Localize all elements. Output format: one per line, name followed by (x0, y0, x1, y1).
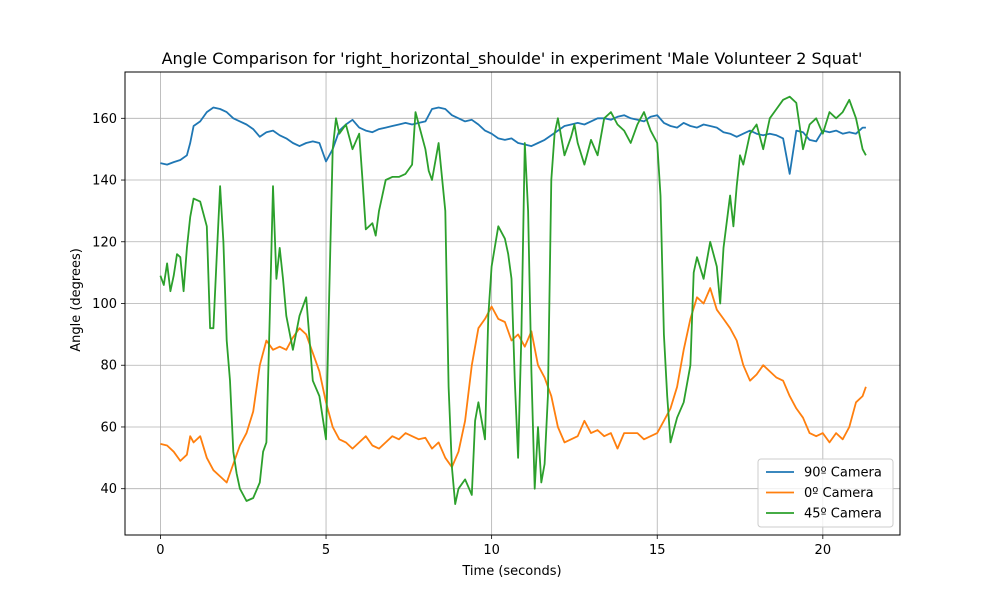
legend-box (757, 458, 894, 528)
legend-entry: 0º Camera (804, 486, 874, 501)
chart-title: Angle Comparison for 'right_horizontal_s… (162, 49, 863, 69)
x-tick-label: 20 (815, 543, 832, 558)
y-tick-label: 120 (92, 235, 117, 250)
y-tick-label: 160 (92, 112, 117, 127)
axis-ticks: 0 5 10 15 20 40 60 80 100 120 140 160 (92, 112, 831, 558)
x-tick-label: 15 (649, 543, 666, 558)
x-axis-label: Time (seconds) (461, 564, 561, 579)
legend-entry: 45º Camera (804, 507, 882, 522)
legend-entry: 90º Camera (804, 466, 882, 481)
series-layer (159, 95, 867, 505)
series-line (160, 287, 867, 484)
y-tick-label: 80 (100, 359, 117, 374)
x-tick-label: 0 (156, 543, 164, 558)
x-tick-label: 5 (322, 543, 330, 558)
x-tick-label: 10 (483, 543, 500, 558)
series-line (159, 95, 867, 505)
y-tick-label: 100 (92, 297, 117, 312)
legend: 90º Camera 0º Camera 45º Camera (757, 458, 894, 528)
y-tick-label: 60 (100, 420, 117, 435)
y-axis-label: Angle (degrees) (69, 248, 84, 352)
y-tick-label: 140 (92, 174, 117, 189)
y-tick-label: 40 (100, 482, 117, 497)
series-line (160, 106, 866, 175)
